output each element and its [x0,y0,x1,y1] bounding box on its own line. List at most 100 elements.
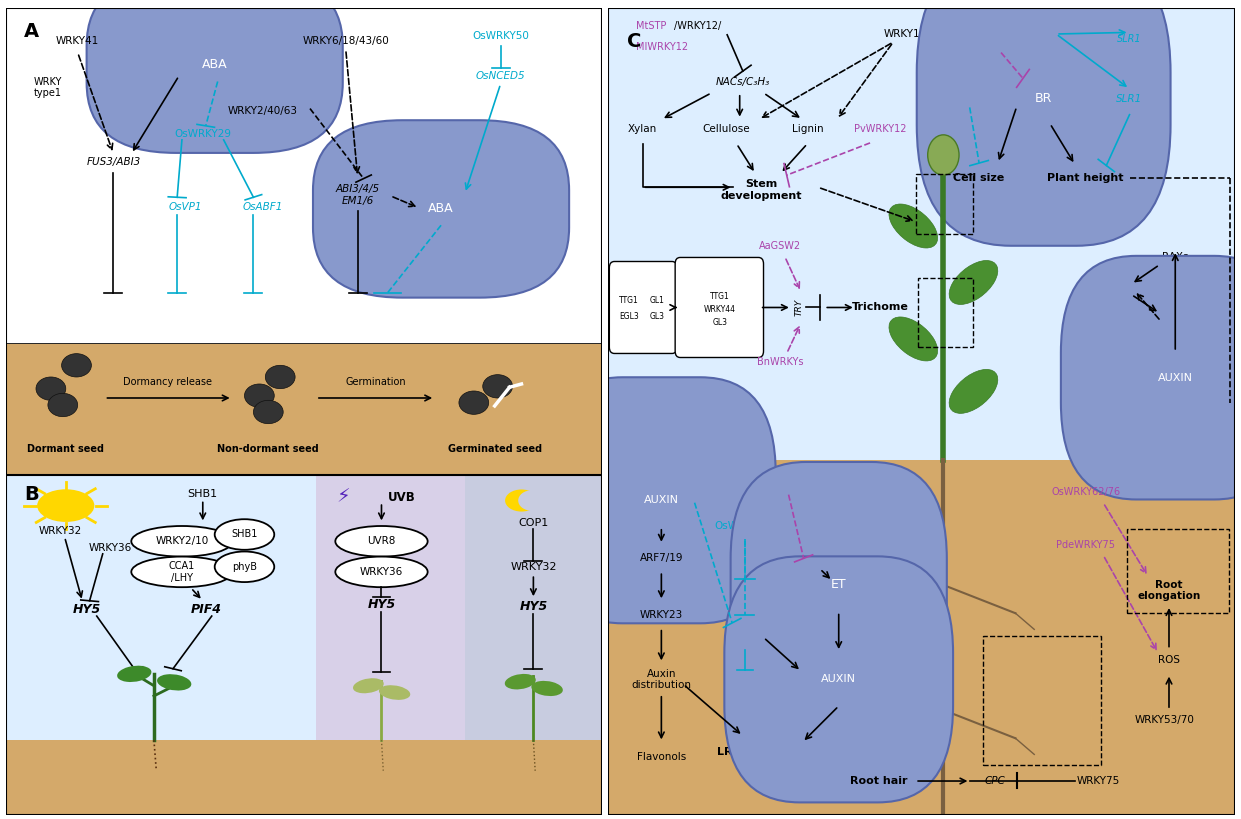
Text: ACSs: ACSs [794,566,820,577]
Ellipse shape [949,260,998,305]
Text: MtSTP: MtSTP [637,21,666,31]
Text: WRKY6/18/43/60: WRKY6/18/43/60 [303,36,390,46]
Ellipse shape [379,686,411,700]
Text: ABA: ABA [428,202,454,215]
Text: LR development: LR development [717,747,818,757]
Text: Flavonols: Flavonols [637,752,686,762]
FancyBboxPatch shape [87,0,343,153]
FancyBboxPatch shape [675,257,763,358]
Text: CCA1
/LHY: CCA1 /LHY [169,561,195,582]
FancyBboxPatch shape [313,120,570,297]
Text: GL3: GL3 [712,319,727,328]
Text: Germination: Germination [345,377,406,387]
Bar [6,475,316,740]
Text: SHB1: SHB1 [231,530,258,540]
Text: TRY: TRY [794,299,804,316]
Circle shape [62,354,92,377]
Text: WRKY32: WRKY32 [510,563,557,572]
FancyBboxPatch shape [609,261,678,354]
FancyBboxPatch shape [725,556,953,803]
Text: AUXIN: AUXIN [822,674,856,685]
Ellipse shape [531,681,563,696]
Bar [608,8,1235,460]
Bar [983,636,1101,765]
Ellipse shape [505,490,537,512]
Ellipse shape [505,674,536,690]
Text: WRKY32: WRKY32 [38,526,82,536]
Ellipse shape [889,204,938,248]
Text: WRKY13: WRKY13 [884,29,927,39]
Text: WRKY53/70: WRKY53/70 [1134,715,1195,725]
Text: UVB: UVB [387,491,416,504]
Text: TTG1: TTG1 [710,292,730,301]
Text: NACs/C₃H₃: NACs/C₃H₃ [716,78,769,88]
Circle shape [459,391,489,414]
Text: Plant height: Plant height [1047,173,1124,183]
Text: PdeWRKY75: PdeWRKY75 [1056,540,1116,550]
Text: COP1: COP1 [519,518,549,528]
Text: /WRKY12/: /WRKY12/ [674,21,721,31]
Text: Xylan: Xylan [628,124,658,134]
Ellipse shape [335,526,428,557]
Text: Lignin: Lignin [792,124,823,134]
Text: OsWRKY31: OsWRKY31 [715,521,772,531]
Text: Germinated seed: Germinated seed [448,445,542,455]
Circle shape [37,489,94,522]
Text: B: B [24,485,38,505]
Bar [1127,528,1229,613]
Text: HY5: HY5 [519,600,547,613]
Circle shape [266,365,295,389]
Text: Stem
development: Stem development [721,179,803,201]
Text: Root
elongation: Root elongation [1137,580,1200,601]
Text: WRKY
type1: WRKY type1 [34,77,62,98]
Text: SLR1: SLR1 [1117,34,1142,44]
Ellipse shape [215,519,274,550]
Text: Dormant seed: Dormant seed [27,445,104,455]
Text: Non-dormant seed: Non-dormant seed [217,445,319,455]
Text: HY5: HY5 [367,599,396,611]
Text: OsABF1: OsABF1 [242,201,283,211]
Bar [465,475,602,740]
Text: PIF4: PIF4 [190,603,221,616]
Ellipse shape [158,674,191,690]
Text: Cellulose: Cellulose [702,124,750,134]
Text: Branching: Branching [1081,284,1144,294]
FancyBboxPatch shape [731,462,947,708]
Text: Root hair: Root hair [850,776,907,786]
Text: OsWRKY29: OsWRKY29 [174,129,231,139]
Text: Trichome: Trichome [853,302,910,313]
FancyBboxPatch shape [547,378,776,623]
FancyBboxPatch shape [1061,256,1241,500]
Text: C: C [627,33,642,52]
Text: OsIAA4/
OsCrl1: OsIAA4/ OsCrl1 [727,620,766,642]
Ellipse shape [335,557,428,587]
Circle shape [48,393,78,417]
Text: ABA: ABA [202,57,227,70]
Ellipse shape [949,369,998,414]
Text: RAXs: RAXs [1162,251,1189,261]
Text: WRKY41: WRKY41 [56,36,99,46]
Ellipse shape [352,678,383,693]
FancyBboxPatch shape [917,0,1170,246]
Ellipse shape [132,526,232,557]
Text: OsWRKY50: OsWRKY50 [472,31,529,41]
Ellipse shape [889,317,938,361]
Ellipse shape [519,491,545,511]
Bar [6,344,602,475]
Text: SHB1: SHB1 [187,489,218,499]
Text: TaWRKY51: TaWRKY51 [757,479,810,489]
Bar [6,8,602,344]
Text: WRKY23: WRKY23 [639,610,683,620]
Text: ET: ET [831,578,846,591]
Text: ABI3/4/5
EM1/6: ABI3/4/5 EM1/6 [335,184,380,206]
Bar [916,174,973,234]
Bar [6,740,602,815]
Text: OsWRKY36: OsWRKY36 [1030,21,1083,31]
Ellipse shape [132,557,232,587]
Text: MIWRKY12: MIWRKY12 [637,42,689,52]
Ellipse shape [117,666,151,682]
Text: AUXIN: AUXIN [1158,373,1193,382]
Text: A: A [24,22,40,41]
Circle shape [36,377,66,400]
Bar [316,475,465,740]
